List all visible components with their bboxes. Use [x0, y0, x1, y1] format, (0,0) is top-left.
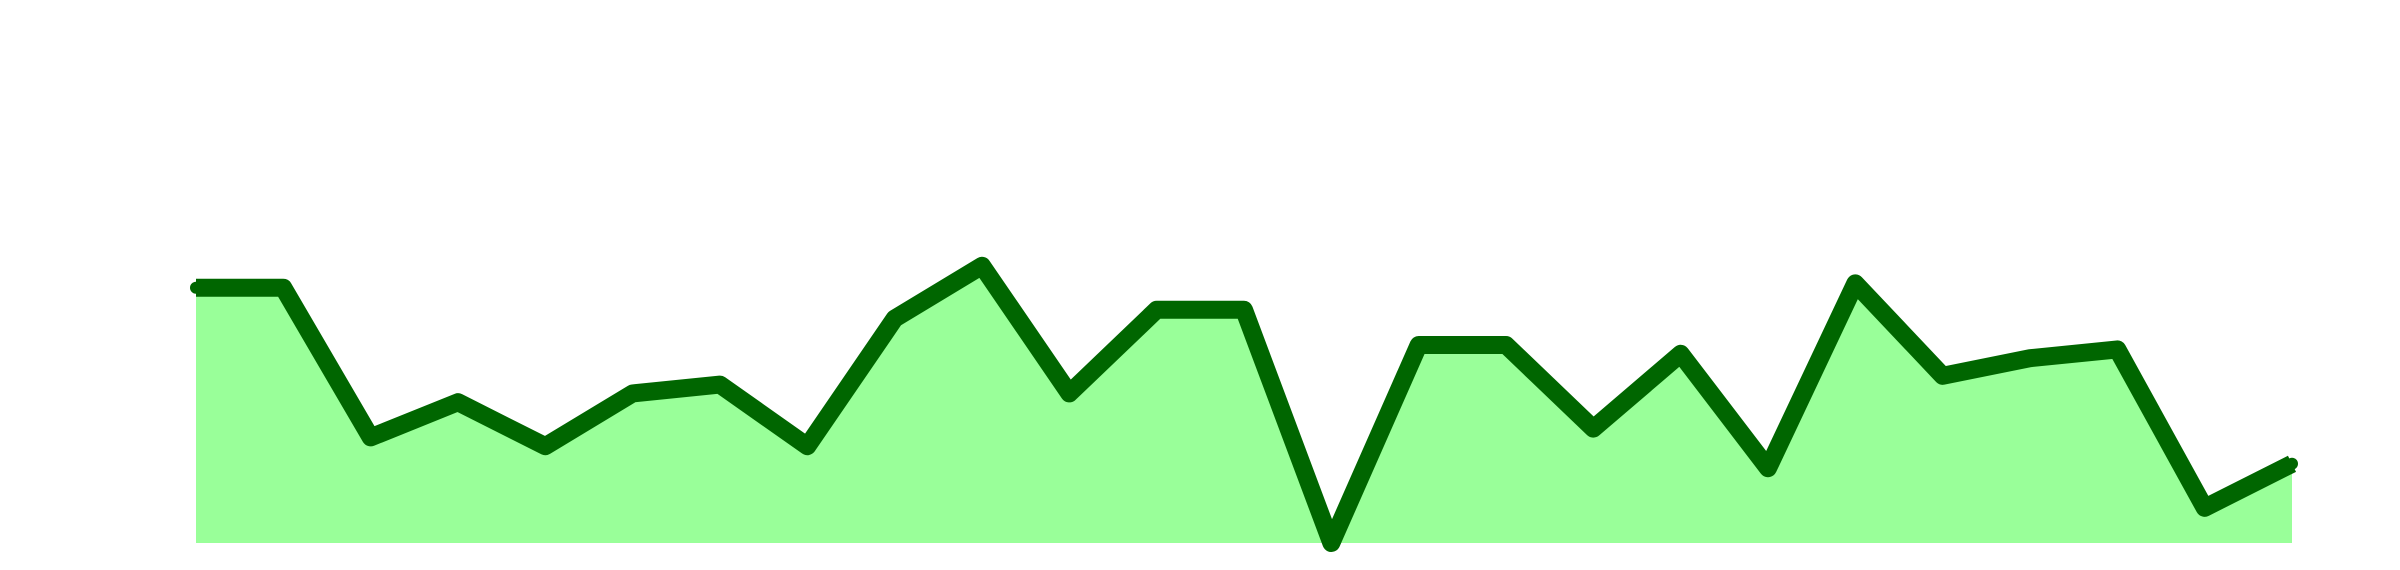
data-point: [364, 431, 377, 444]
line-layer: [190, 256, 2298, 552]
data-point: [714, 378, 726, 391]
data-point: [2198, 501, 2211, 514]
data-point: [888, 312, 901, 325]
data-point: [1936, 369, 1949, 382]
data-point: [976, 259, 988, 272]
data-point: [539, 440, 552, 453]
data-point: [277, 281, 290, 294]
data-point: [626, 387, 639, 400]
data-point: [1674, 347, 1687, 360]
data-point: [452, 396, 464, 409]
data-point: [1063, 387, 1076, 400]
data-point: [1150, 303, 1163, 316]
data-point: [1325, 537, 1338, 549]
data-point: [2024, 352, 2036, 365]
data-point: [2111, 343, 2124, 356]
data-point: [801, 440, 814, 453]
data-point: [1238, 303, 1250, 316]
data-point: [1587, 422, 1600, 435]
data-point: [1500, 339, 1512, 351]
data-point: [2286, 457, 2298, 470]
data-point: [1762, 462, 1774, 475]
data-point: [1412, 339, 1425, 351]
data-point: [190, 281, 202, 294]
data-point: [1849, 277, 1862, 290]
